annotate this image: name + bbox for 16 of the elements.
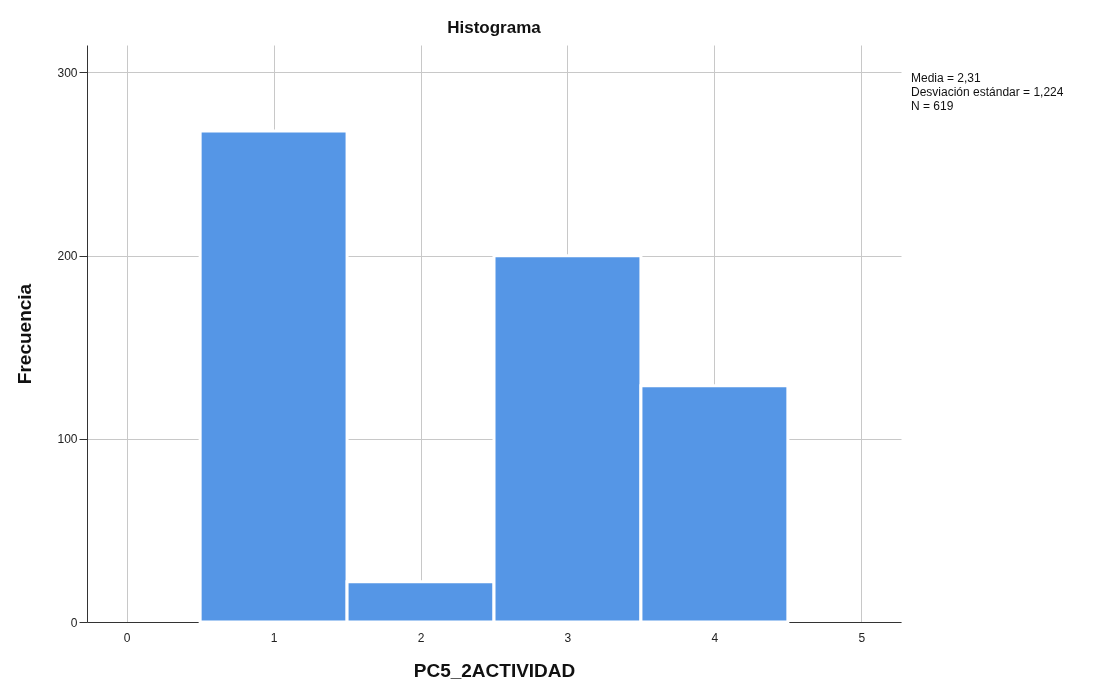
x-tick-label: 0 [123,630,131,645]
x-tick-label: 2 [417,630,425,645]
text: N = 619 [911,99,954,113]
x-tick-label: 1 [270,630,278,645]
text: Desviación estándar = 1,224 [911,85,1064,99]
y-tick-label: 100 [57,432,78,447]
y-tick-label: 0 [70,615,78,630]
y-tick-label: 300 [57,65,78,80]
x-tick-label: 4 [711,630,719,645]
y-tick-label: 200 [57,249,78,264]
text: Media = 2,31 [911,71,982,85]
y-axis-title: Frecuencia [14,283,36,385]
x-tick-label: 3 [564,630,572,645]
x-axis-title: PC5_2ACTIVIDAD [413,659,576,681]
x-tick-label: 5 [858,630,866,645]
chart-title: Histograma [447,18,542,37]
